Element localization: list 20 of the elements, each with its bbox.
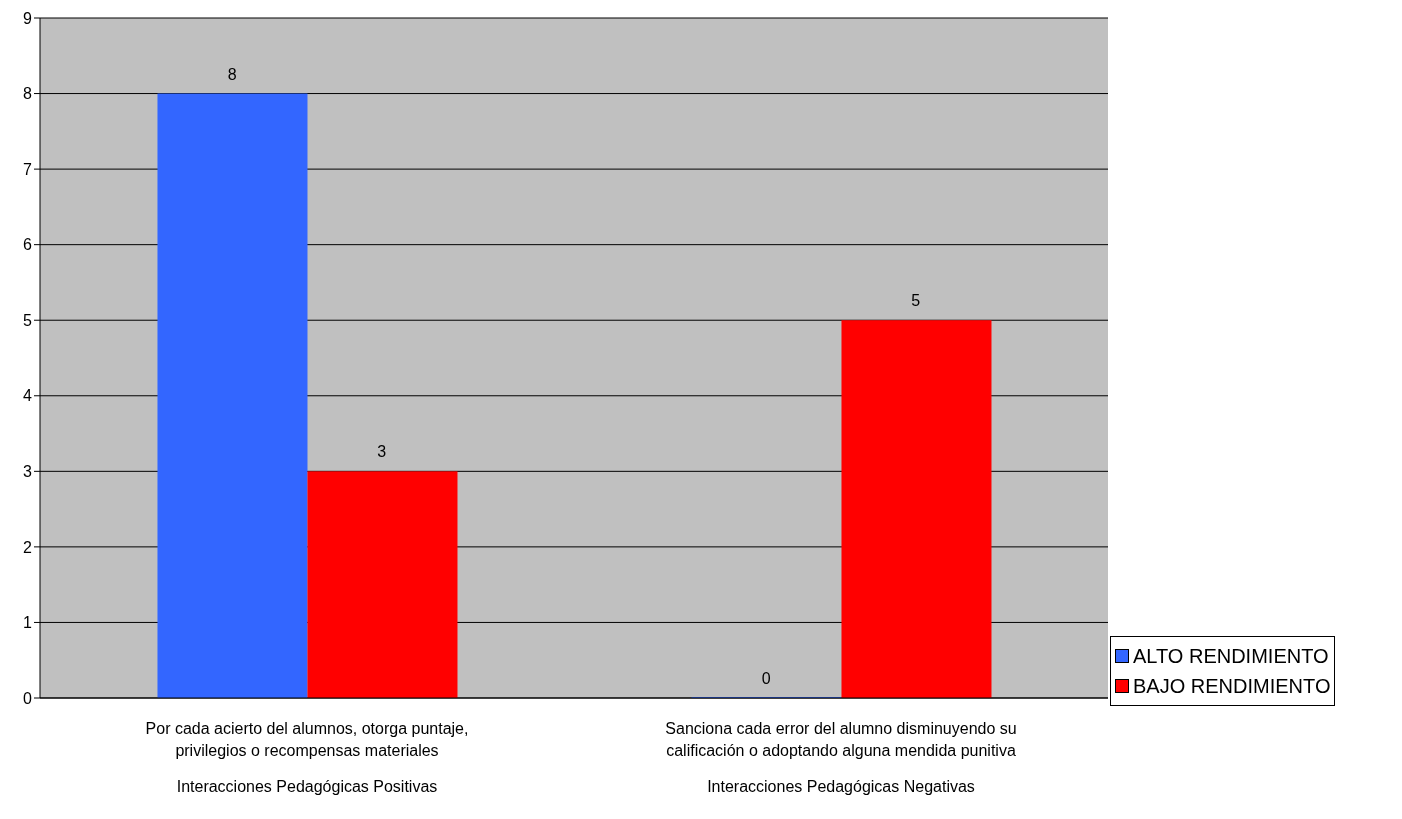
y-tick-label: 8 [23,85,33,103]
y-tick-label: 0 [23,689,33,707]
legend-label: ALTO RENDIMIENTO [1133,644,1329,669]
x-tick-label: Por cada acierto del alumnos, otorga puntaje, privilegios o recompensas materiales [145,720,469,759]
data-label: 3 [377,443,387,461]
y-tick-label: 2 [23,538,33,556]
y-tick-label: 1 [23,614,33,632]
y-tick-label: 7 [23,160,33,178]
y-tick-label: 6 [23,236,33,254]
text: Interacciones Pedagógicas Negativas [707,778,975,795]
y-tick-label: 3 [23,463,33,481]
text: Interacciones Pedagógicas Positivas [176,778,438,795]
x-tick-label: Sanciona cada error del alumno disminuyendo su calificación o adoptando alguna mendida punitiva [665,720,1017,759]
data-label: 0 [761,670,771,687]
y-tick-label: 4 [23,387,33,405]
legend-label: BAJO RENDIMIENTO [1133,674,1331,699]
y-tick-label: 9 [23,9,33,27]
data-label: 8 [227,65,237,83]
data-label: 5 [911,292,921,310]
y-tick-label: 5 [23,311,33,329]
